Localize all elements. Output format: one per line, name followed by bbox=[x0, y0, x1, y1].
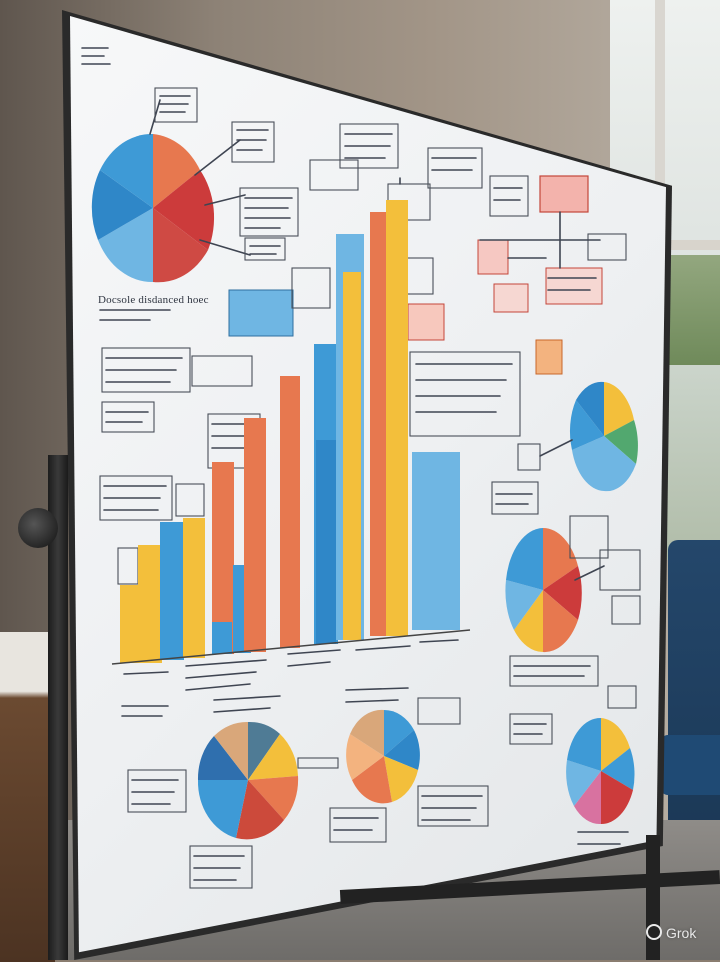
grok-logo-icon bbox=[646, 924, 662, 940]
pie-right-lower bbox=[566, 717, 635, 825]
easel-leg bbox=[646, 835, 660, 960]
pie-right-middle bbox=[505, 528, 582, 653]
easel-stand-pole bbox=[48, 455, 68, 960]
pie-right-upper bbox=[569, 381, 638, 492]
blue-chair-seat bbox=[660, 735, 720, 795]
window-greenery bbox=[665, 255, 720, 365]
pie-bottom-middle bbox=[346, 709, 420, 804]
desk bbox=[0, 632, 55, 962]
bar-chart-main bbox=[111, 200, 471, 665]
pie-top-left bbox=[91, 133, 215, 283]
watermark: Grok bbox=[646, 924, 696, 941]
pie-bottom-left bbox=[197, 721, 299, 840]
easel-knob bbox=[18, 508, 58, 548]
notes-right bbox=[409, 351, 641, 745]
notes-top-center bbox=[309, 123, 627, 375]
watermark-text: Grok bbox=[666, 925, 697, 941]
notes-top-left bbox=[81, 47, 299, 261]
notes-mid-left bbox=[99, 267, 331, 585]
notes-under-bars bbox=[123, 639, 459, 691]
notes-bottom bbox=[121, 687, 629, 889]
board-heading-left: Docsole disdanced hoec bbox=[98, 294, 209, 306]
